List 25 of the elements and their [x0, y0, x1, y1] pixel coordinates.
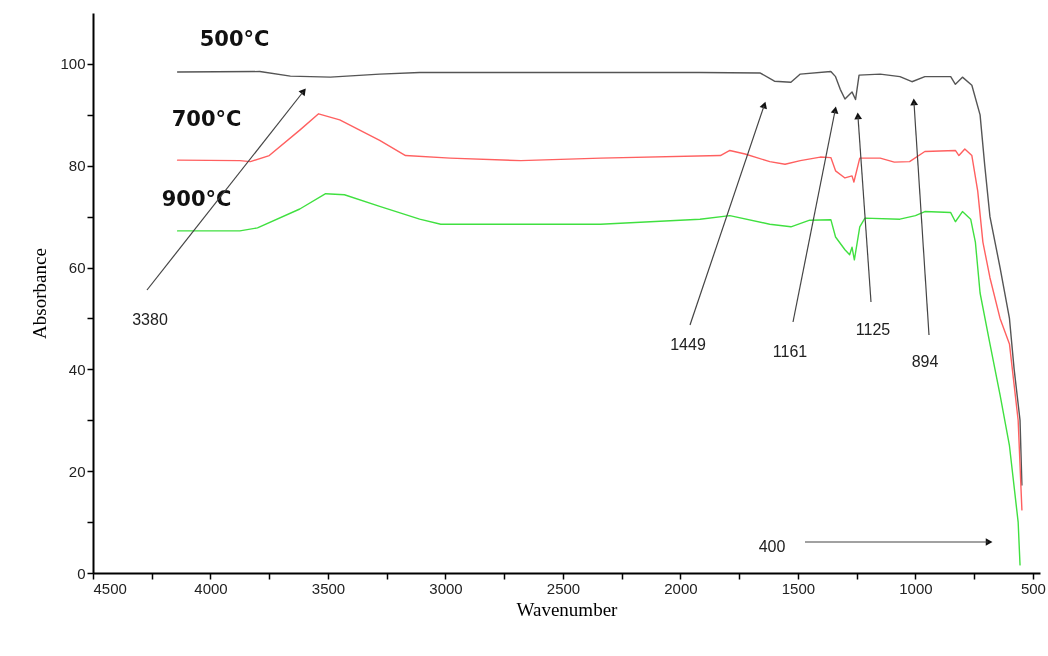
- x-tick-label: 2500: [546, 579, 581, 597]
- annotation: 3380: [132, 311, 168, 328]
- y-tick-label: 20: [68, 462, 86, 480]
- annotation: 400: [758, 538, 786, 555]
- y-tick-label: 0: [77, 564, 86, 582]
- series-label: 500°C: [199, 27, 270, 52]
- y-tick-label: 40: [68, 360, 86, 378]
- x-tick-label: 1500: [781, 579, 816, 597]
- x-tick-label: 4000: [194, 579, 228, 597]
- x-tick-label: 4500: [93, 579, 127, 597]
- annotation: 1125: [855, 321, 891, 338]
- series-label: 700°C: [171, 107, 242, 132]
- x-tick-label: 3000: [429, 579, 463, 597]
- y-tick-label: 60: [68, 259, 86, 277]
- y-tick-label: 80: [68, 157, 86, 175]
- x-axis-title: Wavenumber: [516, 598, 619, 620]
- x-tick-label: 2000: [664, 579, 698, 597]
- annotation: 1161: [772, 343, 808, 360]
- annotation: 894: [911, 353, 939, 370]
- x-tick-label: 3500: [311, 579, 346, 597]
- annotation: 1449: [670, 336, 706, 353]
- x-tick-label: 1000: [899, 579, 933, 597]
- x-tick-label: 500: [1020, 579, 1046, 597]
- y-axis-title: Absorbance: [29, 248, 51, 339]
- y-tick-label: 100: [60, 55, 86, 73]
